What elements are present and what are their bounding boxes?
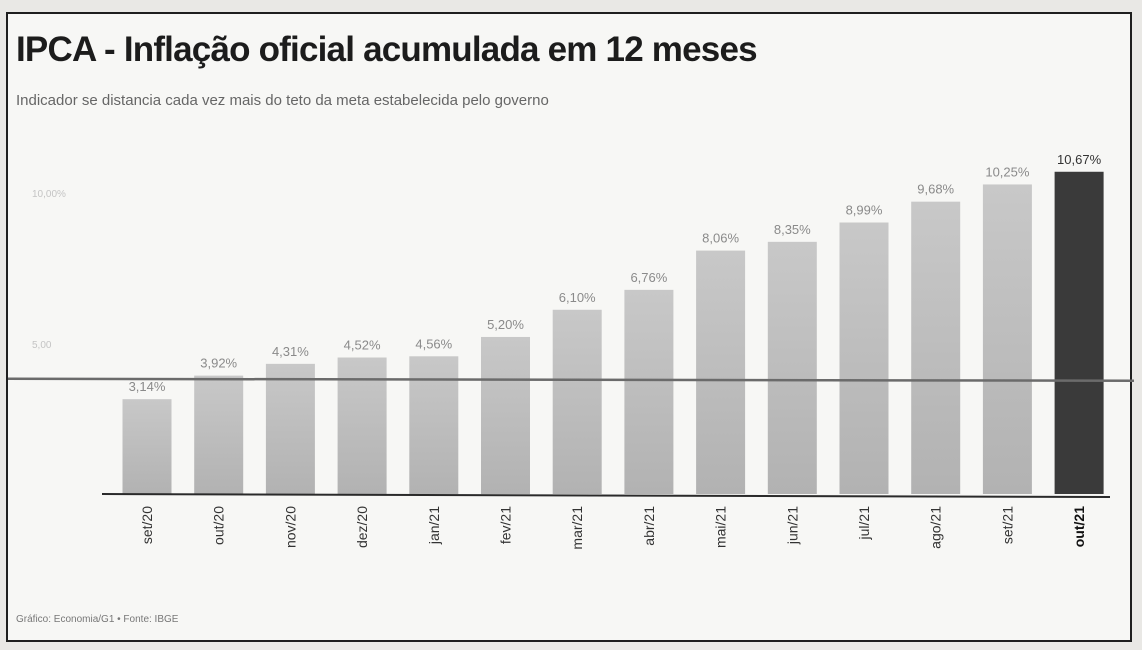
bar-value-label: 3,92% — [200, 356, 237, 371]
bar-jul/21 — [839, 222, 889, 494]
chart-subtitle: Indicador se distancia cada vez mais do … — [16, 92, 549, 109]
bar-value-label: 6,10% — [559, 290, 596, 305]
bar-nov/20 — [265, 363, 315, 494]
bar-value-label: 5,20% — [487, 317, 524, 332]
bar-fev/21 — [481, 336, 530, 494]
x-tick-label: ago/21 — [928, 506, 944, 549]
target-line — [7, 377, 1135, 382]
x-tick-label: set/21 — [999, 506, 1015, 544]
x-tick-label: jun/21 — [784, 506, 800, 545]
x-tick-label: out/20 — [211, 506, 227, 545]
bar-value-label: 10,25% — [985, 164, 1030, 179]
x-tick-label: mar/21 — [569, 506, 585, 550]
x-tick-label: jan/21 — [426, 506, 442, 545]
bar-value-label: 8,99% — [846, 203, 883, 218]
chart-title: IPCA - Inflação oficial acumulada em 12 … — [16, 30, 758, 69]
x-tick-label: out/21 — [1071, 506, 1087, 547]
bar-value-label: 10,67% — [1057, 152, 1102, 167]
bar-dez/20 — [337, 357, 387, 494]
bar-jan/21 — [409, 356, 459, 494]
x-tick-label: dez/20 — [354, 506, 370, 548]
bar-value-label: 8,35% — [774, 222, 811, 237]
x-tick-label: mai/21 — [713, 506, 729, 548]
bar-out/21 — [1054, 171, 1104, 495]
bar-set/20 — [122, 399, 172, 494]
bar-value-label: 4,52% — [344, 337, 381, 352]
bar-abr/21 — [624, 289, 674, 494]
reference-label-1: 5,00 — [32, 340, 52, 351]
bar-mai/21 — [696, 250, 746, 494]
reference-label-0: 10,00% — [32, 189, 66, 200]
bar-value-label: 3,14% — [129, 379, 166, 394]
chart-source: Gráfico: Economia/G1 • Fonte: IBGE — [16, 614, 179, 625]
bar-value-label: 6,76% — [630, 270, 667, 285]
x-tick-label: set/20 — [139, 506, 155, 544]
bar-mar/21 — [552, 309, 602, 494]
bar-jun/21 — [767, 241, 817, 494]
bar-value-label: 4,56% — [415, 336, 452, 351]
bar-value-label: 4,31% — [272, 344, 309, 359]
x-tick-label: nov/20 — [282, 506, 298, 548]
bar-out/20 — [194, 375, 244, 494]
x-axis-line — [101, 493, 1111, 498]
bar-value-label: 8,06% — [702, 231, 739, 246]
bar-ago/21 — [911, 201, 961, 494]
bar-value-label: 9,68% — [917, 182, 954, 197]
x-tick-label: fev/21 — [498, 506, 514, 544]
x-tick-label: jul/21 — [856, 506, 872, 541]
x-tick-label: abr/21 — [641, 506, 657, 546]
bar-set/21 — [982, 184, 1032, 494]
